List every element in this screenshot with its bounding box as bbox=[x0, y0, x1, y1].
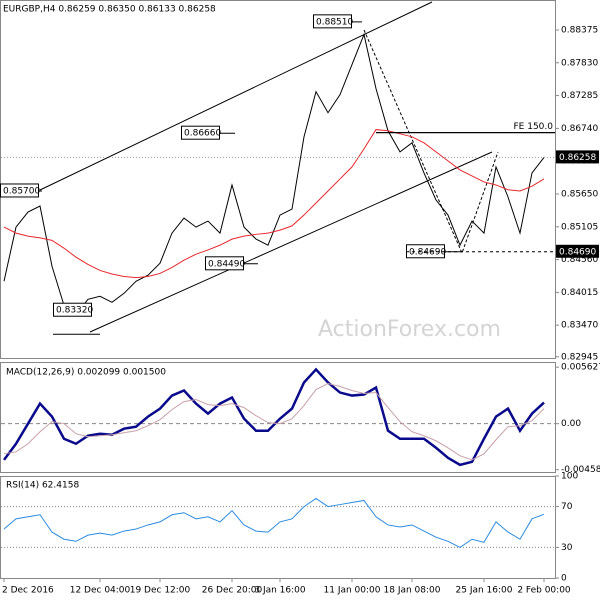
rsi-frame bbox=[0, 476, 556, 579]
channel-lines bbox=[39, 1, 499, 333]
channel-lower bbox=[89, 151, 493, 333]
annotation-box bbox=[0, 183, 39, 198]
macd-frame bbox=[0, 362, 556, 473]
y-tick-label: 30 bbox=[561, 543, 573, 553]
fe-label: FE 150.0 bbox=[514, 122, 554, 132]
series-line bbox=[3, 382, 545, 461]
x-tick-label: 11 Jan 00:00 bbox=[324, 586, 381, 596]
x-tick-label: 2 Dec 2016 bbox=[2, 586, 54, 596]
annotation: 0.86660 bbox=[181, 125, 221, 140]
annotation-box bbox=[205, 256, 244, 271]
y-tick-label: 70 bbox=[561, 502, 573, 512]
y-tick-label: 0.005627 bbox=[561, 363, 600, 373]
series-line bbox=[3, 497, 545, 548]
annotation-box bbox=[181, 125, 220, 140]
support-label: 0.84690 bbox=[559, 247, 596, 257]
y-tick-label: 0.86740 bbox=[561, 124, 598, 134]
watermark: ActionForex.com bbox=[318, 317, 501, 342]
annotation: 0.85700 bbox=[0, 183, 40, 198]
annotation: 0.88510 bbox=[313, 14, 353, 29]
x-tick-label: 12 Dec 04:00 bbox=[70, 586, 131, 596]
series-line bbox=[3, 32, 545, 316]
y-tick-label: -0.004586 bbox=[561, 465, 600, 475]
x-tick-label: 18 Jan 08:00 bbox=[384, 586, 441, 596]
fibo-zigzag bbox=[363, 29, 499, 255]
y-tick-label: 100 bbox=[561, 472, 578, 482]
series-line bbox=[2, 367, 545, 467]
current-price-box bbox=[556, 150, 599, 164]
annotation: 0.84490 bbox=[205, 256, 245, 271]
x-tick-label: 26 Dec 20:00 bbox=[202, 586, 263, 596]
channel-upper bbox=[39, 1, 433, 191]
annotation: 0.83320 bbox=[53, 302, 93, 317]
support-box bbox=[556, 244, 599, 258]
current-price-label: 0.86258 bbox=[559, 153, 596, 163]
annotation-label: 0.88510 bbox=[316, 17, 353, 27]
series-line bbox=[3, 129, 545, 279]
panel-frames bbox=[0, 0, 556, 579]
y-tick-label: 0.00 bbox=[561, 419, 581, 429]
y-tick-label: 0.82945 bbox=[561, 352, 598, 362]
y-tick-label: 0 bbox=[561, 574, 567, 584]
x-tick-label: 25 Jan 16:00 bbox=[456, 586, 513, 596]
macd-title: MACD(12,26,9) 0.002099 0.001500 bbox=[6, 368, 166, 378]
annotation-label: 0.83320 bbox=[56, 306, 93, 316]
y-tick-label: 0.87830 bbox=[561, 58, 598, 68]
annotation-label: 0.85700 bbox=[3, 186, 40, 196]
y-tick-label: 0.88375 bbox=[561, 25, 598, 35]
annotation: 0.84690 bbox=[406, 244, 446, 259]
price-title: EURGBP,H4 0.86259 0.86350 0.86133 0.8625… bbox=[3, 5, 216, 15]
x-tick-label: 19 Dec 12:00 bbox=[130, 586, 191, 596]
annotation-label: 0.84690 bbox=[409, 247, 446, 257]
price-frame bbox=[0, 0, 556, 359]
y-tick-label: 0.85105 bbox=[561, 222, 598, 232]
x-tick-label: 3 Jan 16:00 bbox=[254, 586, 306, 596]
annotation-box bbox=[313, 14, 352, 29]
y-tick-label: 0.84015 bbox=[561, 288, 598, 298]
rsi-title: RSI(14) 62.4158 bbox=[6, 481, 79, 491]
y-tick-label: 0.84560 bbox=[561, 255, 598, 265]
y-tick-label: 0.85650 bbox=[561, 189, 598, 199]
y-tick-label: 0.87285 bbox=[561, 91, 598, 101]
annotation-box bbox=[53, 302, 92, 317]
x-tick-label: 2 Feb 00:00 bbox=[517, 586, 571, 596]
annotation-label: 0.84490 bbox=[208, 259, 245, 269]
annotation-label: 0.86660 bbox=[184, 129, 221, 139]
y-tick-label: 0.83470 bbox=[561, 321, 598, 331]
